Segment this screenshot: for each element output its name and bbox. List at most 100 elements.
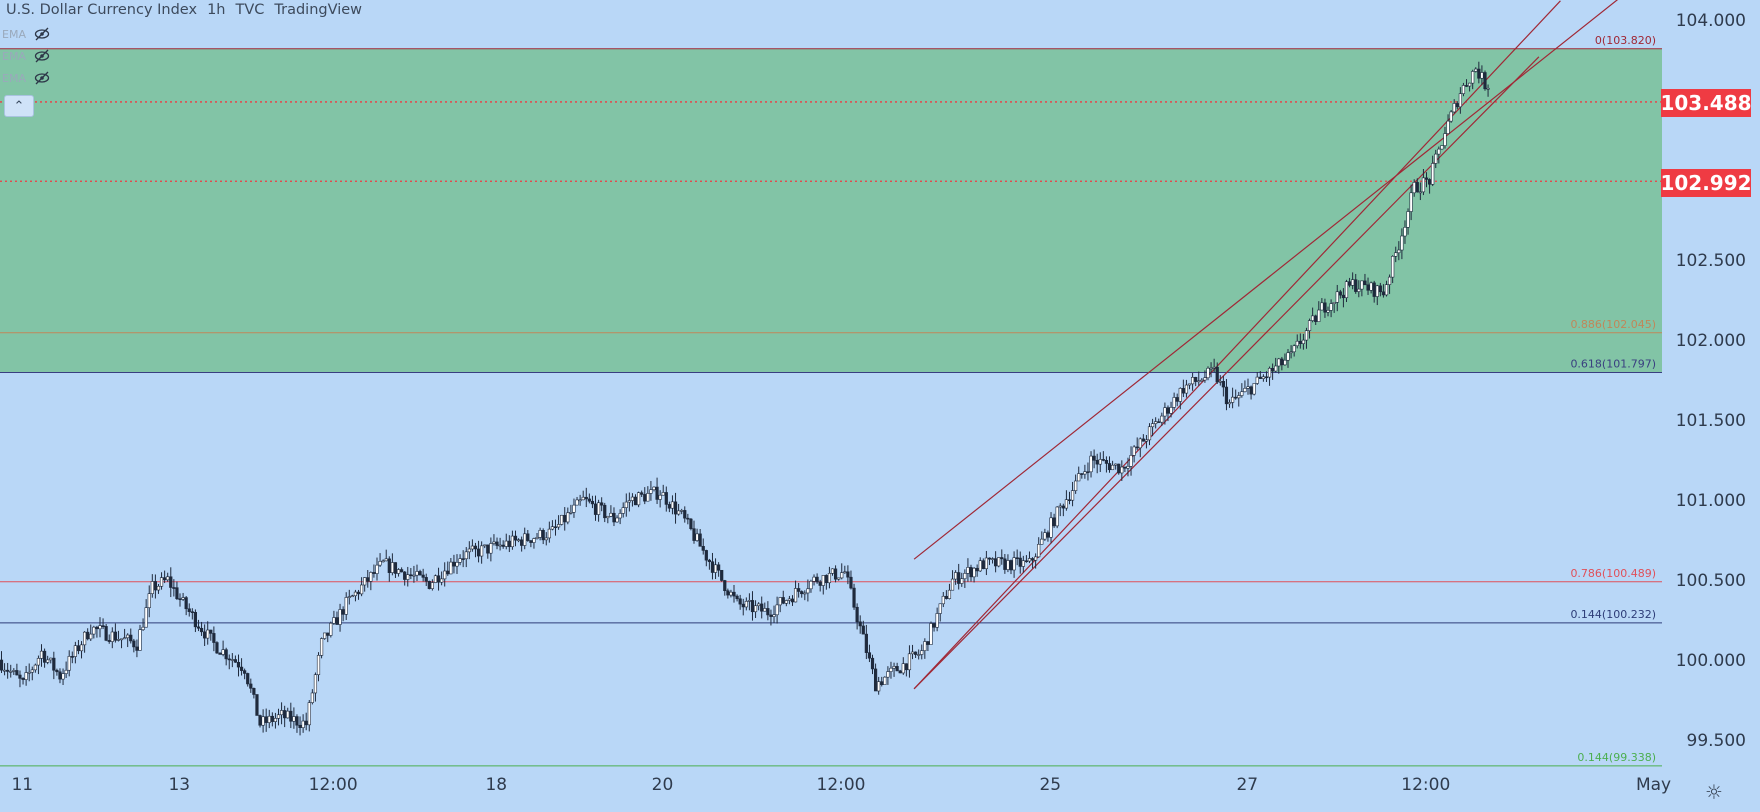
candle [123,637,127,640]
candle [541,530,545,541]
indicator-label: EMA [2,27,26,41]
candle [775,604,779,616]
y-tick-label: 102.000 [1676,331,1746,351]
candle [480,545,484,557]
candle [929,623,933,645]
candle [1412,182,1416,194]
candle [547,528,551,539]
candle [1110,464,1115,471]
candle [784,600,788,604]
indicator-ema-3[interactable]: EMA [2,68,60,88]
candle [655,486,659,500]
candle [1203,377,1207,381]
candle [781,597,785,604]
candle [747,600,751,602]
candle [606,516,610,519]
candle [113,631,117,641]
candle [750,600,755,613]
candle [840,572,844,579]
candle [1323,302,1327,313]
candle [507,540,511,548]
candle [1098,459,1102,465]
candle [907,653,912,671]
fib-label: 0.886(102.045) [1570,318,1656,331]
candle [1369,282,1373,291]
candle [61,673,65,680]
candle [70,656,74,658]
candle [1163,407,1167,417]
candle [664,492,668,505]
candle [1006,560,1010,570]
candle [159,577,164,587]
candle [212,633,216,643]
candle [938,603,942,614]
candle [440,578,444,583]
candle [1338,291,1342,296]
candle [969,567,973,578]
eye-hidden-icon[interactable] [34,26,50,42]
candle [372,572,376,574]
candle [313,674,318,694]
candle [101,625,105,627]
candle [169,576,173,588]
y-tick-label: 99.500 [1687,731,1746,751]
y-tick-label: 100.000 [1676,651,1746,671]
candle [1418,191,1422,194]
candle [24,672,28,680]
candle [683,510,687,519]
candle [42,650,47,663]
candle [1015,557,1019,560]
candle [889,667,893,672]
eye-hidden-icon[interactable] [34,70,50,86]
candle [58,671,62,680]
candle [1255,376,1259,384]
candle [1243,388,1247,393]
candle [538,530,542,538]
candle [316,655,321,676]
candle [393,562,398,574]
candle [1335,291,1339,303]
candle [778,597,782,606]
candle [1027,558,1032,562]
candle [1237,395,1241,399]
candle [677,510,681,515]
candle [797,588,801,592]
candle [1384,284,1389,296]
interval-label[interactable]: 1h [207,2,226,18]
candle [1138,438,1142,449]
candle [1117,463,1121,474]
candle [809,580,813,590]
eye-hidden-icon[interactable] [34,48,50,64]
candle [806,588,810,594]
candle [209,629,213,634]
candle [436,575,441,583]
collapse-indicators-button[interactable]: ⌃ [4,95,34,117]
candle [670,501,675,509]
candle [21,678,25,680]
candle [587,498,591,502]
candle [1295,340,1299,347]
candle [1046,532,1050,538]
indicator-ema-2[interactable]: EMA [2,46,60,66]
indicator-ema-1[interactable]: EMA [2,24,60,44]
candle [1409,192,1413,212]
x-tick-label: 12:00 [309,775,358,795]
gear-icon[interactable]: ☼ [1705,780,1723,804]
candle [987,557,992,560]
candle [1197,380,1201,383]
candle [843,571,847,574]
candle [1280,358,1284,366]
symbol-title[interactable]: U.S. Dollar Currency Index [6,2,198,18]
candle [206,629,210,639]
candle [1061,505,1065,509]
candle [166,576,170,581]
candle [464,551,468,560]
candle [467,548,471,553]
candle [1332,301,1336,304]
candle [1264,376,1269,379]
candle [1000,557,1004,560]
candle [523,533,527,546]
candle [1052,517,1056,527]
candle [1058,505,1062,508]
